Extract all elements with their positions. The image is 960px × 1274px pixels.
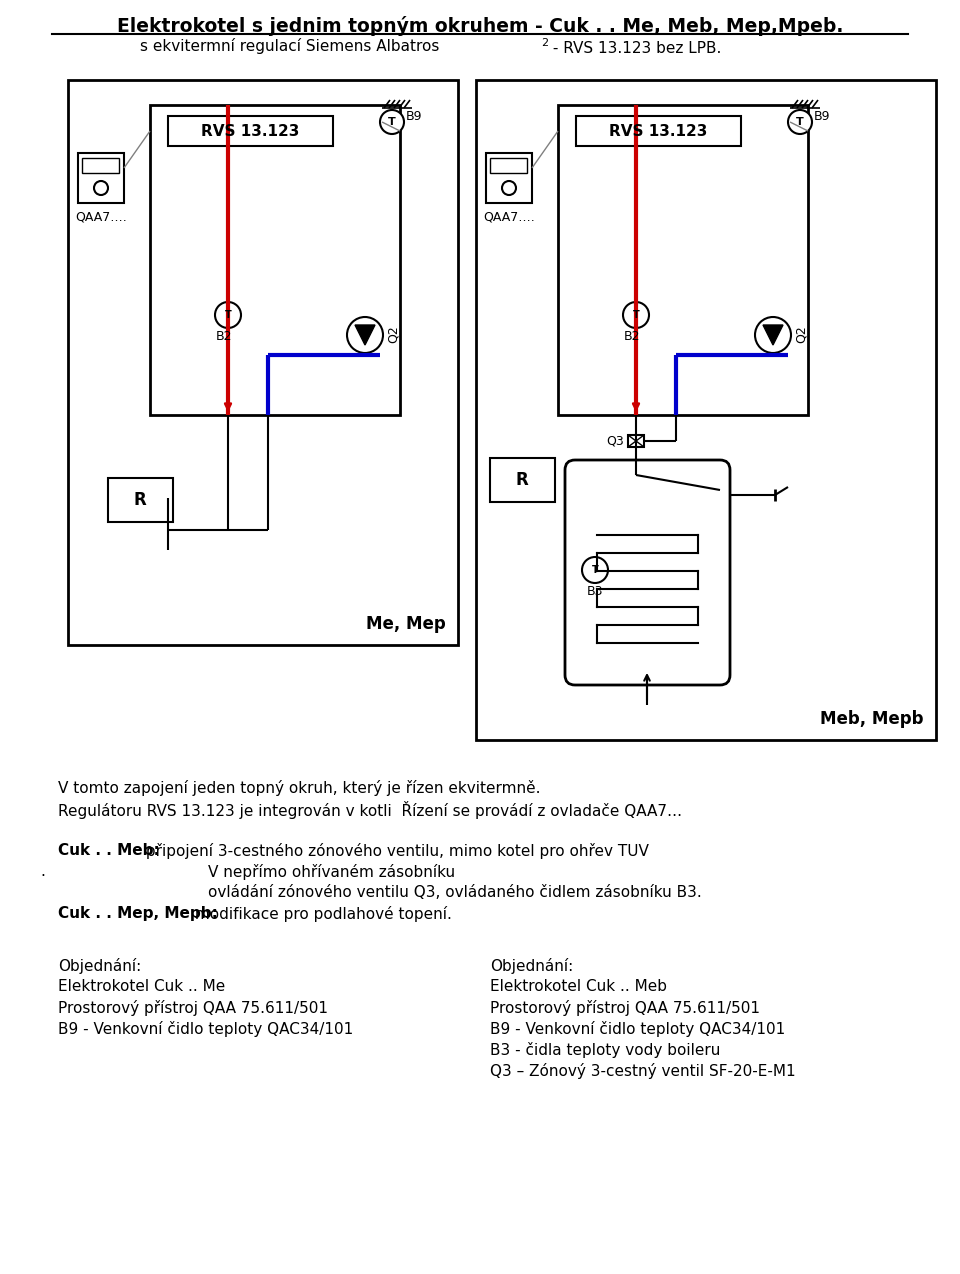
Bar [78, 153, 124, 203]
Circle shape [623, 302, 649, 327]
Text: Prostorový přístroj QAA 75.611/501: Prostorový přístroj QAA 75.611/501 [58, 1000, 328, 1015]
Text: R: R [516, 471, 528, 489]
Text: Q2: Q2 [795, 325, 808, 343]
Text: B2: B2 [624, 330, 640, 343]
Circle shape [582, 557, 608, 583]
Circle shape [380, 110, 404, 134]
Text: T: T [796, 117, 804, 127]
Text: RVS 13.123: RVS 13.123 [610, 124, 708, 139]
Text: Objednání:: Objednání: [58, 958, 141, 975]
Text: B9 - Venkovní čidlo teploty QAC34/101: B9 - Venkovní čidlo teploty QAC34/101 [58, 1020, 353, 1037]
Text: modifikace pro podlahové topení.: modifikace pro podlahové topení. [190, 906, 452, 922]
Text: .: . [40, 864, 45, 879]
Text: - RVS 13.123 bez LPB.: - RVS 13.123 bez LPB. [548, 41, 721, 56]
Text: Q3 – Zónový 3-cestný ventil SF-20-E-M1: Q3 – Zónový 3-cestný ventil SF-20-E-M1 [490, 1063, 796, 1079]
Bar [476, 80, 936, 740]
Text: B3: B3 [587, 585, 604, 598]
Text: s ekvitermní regulací Siemens Albatros: s ekvitermní regulací Siemens Albatros [140, 38, 440, 54]
Text: Meb, Mepb: Meb, Mepb [821, 710, 924, 727]
Bar [150, 104, 400, 415]
Circle shape [215, 302, 241, 327]
Text: Cuk . . Meb:: Cuk . . Meb: [58, 843, 159, 857]
Bar [68, 80, 458, 645]
Text: Prostorový přístroj QAA 75.611/501: Prostorový přístroj QAA 75.611/501 [490, 1000, 760, 1015]
Text: B2: B2 [216, 330, 232, 343]
Bar [108, 478, 173, 522]
Text: QAA7….: QAA7…. [75, 211, 127, 224]
Bar [490, 457, 555, 502]
Text: V nepřímo ohřívaném zásobníku: V nepřímo ohřívaném zásobníku [208, 864, 455, 880]
Text: Regulátoru RVS 13.123 je integrován v kotli  Řízení se provádí z ovladače QAA7…: Regulátoru RVS 13.123 je integrován v ko… [58, 801, 683, 819]
Text: V tomto zapojení jeden topný okruh, který je řízen ekvitermně.: V tomto zapojení jeden topný okruh, kter… [58, 780, 540, 796]
Text: B3 - čidla teploty vody boileru: B3 - čidla teploty vody boileru [490, 1042, 720, 1057]
Text: 2: 2 [541, 38, 548, 48]
Bar [82, 158, 119, 173]
Text: T: T [225, 310, 231, 320]
Text: QAA7….: QAA7…. [483, 211, 535, 224]
Bar [576, 116, 741, 147]
Text: B9: B9 [814, 110, 830, 124]
Text: T: T [388, 117, 396, 127]
Text: B9 - Venkovní čidlo teploty QAC34/101: B9 - Venkovní čidlo teploty QAC34/101 [490, 1020, 785, 1037]
Polygon shape [355, 325, 375, 345]
Text: ovládání zónového ventilu Q3, ovládaného čidlem zásobníku B3.: ovládání zónového ventilu Q3, ovládaného… [208, 885, 702, 899]
Bar [490, 158, 527, 173]
Text: Q3: Q3 [607, 434, 624, 447]
Text: Elektrokotel s jednim topným okruhem - Cuk . . Me, Meb, Mep,Mpeb.: Elektrokotel s jednim topným okruhem - C… [117, 17, 843, 36]
Text: Cuk . . Mep, Mepb:: Cuk . . Mep, Mepb: [58, 906, 218, 921]
Text: T: T [633, 310, 639, 320]
FancyBboxPatch shape [565, 460, 730, 685]
Bar [558, 104, 808, 415]
Text: R: R [133, 490, 146, 510]
Text: Me, Mep: Me, Mep [367, 615, 446, 633]
Text: T: T [591, 564, 598, 575]
Bar [486, 153, 532, 203]
Bar [168, 116, 333, 147]
Text: připojení 3-cestného zónového ventilu, mimo kotel pro ohřev TUV: připojení 3-cestného zónového ventilu, m… [141, 843, 649, 859]
Text: B9: B9 [406, 110, 422, 124]
Circle shape [755, 317, 791, 353]
Text: Objednání:: Objednání: [490, 958, 573, 975]
Text: Elektrokotel Cuk .. Me: Elektrokotel Cuk .. Me [58, 978, 226, 994]
Circle shape [788, 110, 812, 134]
Polygon shape [763, 325, 783, 345]
Circle shape [347, 317, 383, 353]
Text: RVS 13.123: RVS 13.123 [202, 124, 300, 139]
Bar [628, 434, 644, 447]
Text: Q2: Q2 [387, 325, 400, 343]
Text: Elektrokotel Cuk .. Meb: Elektrokotel Cuk .. Meb [490, 978, 667, 994]
